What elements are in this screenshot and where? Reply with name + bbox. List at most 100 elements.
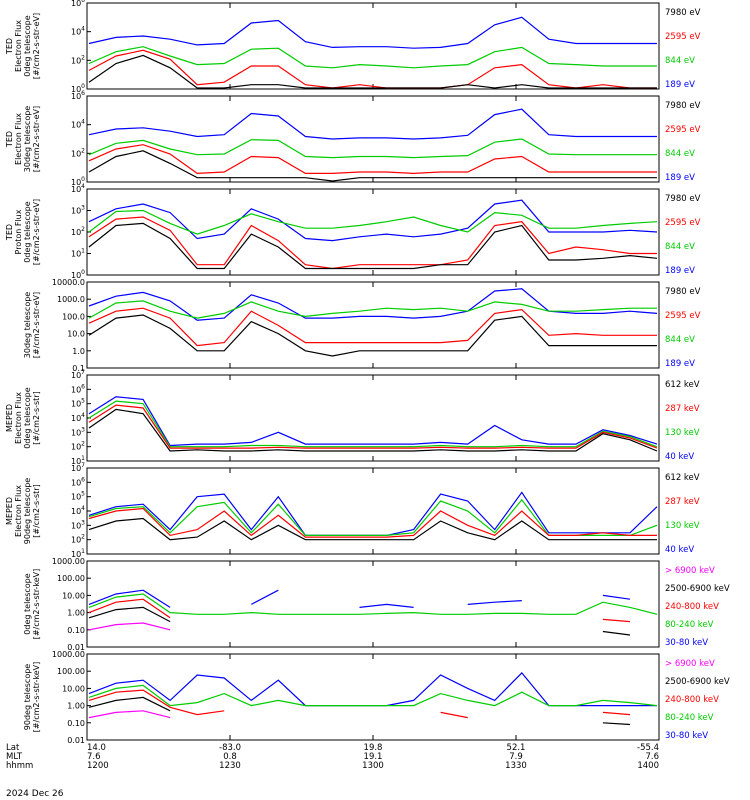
legend-entry: 844 eV bbox=[665, 335, 695, 345]
y-tick-label: 101 bbox=[71, 248, 85, 259]
series-line-2500-6900-kev bbox=[88, 696, 631, 726]
footer-value: 7.6 bbox=[87, 752, 101, 762]
y-tick-label: 104 bbox=[71, 183, 85, 194]
y-axis-label: TED bbox=[5, 131, 14, 148]
y-tick-label: 104 bbox=[71, 119, 85, 130]
time-axis-footer: 2024 Dec 26 Lat 14.0 -83.0 19.8 52.1 -55.4 MLT… bbox=[6, 743, 659, 799]
legend-entry: 844 eV bbox=[665, 56, 695, 66]
y-tick-label: 1.00 bbox=[67, 609, 85, 618]
series-line-40-kev bbox=[88, 396, 658, 447]
footer-value: 52.1 bbox=[507, 743, 526, 753]
footer-value: 1230 bbox=[219, 761, 241, 771]
panel-frame bbox=[86, 95, 660, 183]
series-line-130-kev bbox=[88, 400, 658, 448]
footer-value: 7.9 bbox=[509, 752, 523, 762]
y-axis-label: [#/cm2-s-str-eV] bbox=[32, 199, 41, 265]
y-axis-label: TED bbox=[5, 224, 14, 241]
legend-entry: 7980 eV bbox=[665, 101, 701, 111]
series-line-612-kev bbox=[88, 517, 657, 541]
y-tick-label: 0.01 bbox=[67, 643, 85, 652]
legend-entry: 80-240 keV bbox=[665, 713, 714, 723]
series-line-30-80-kev bbox=[88, 672, 657, 707]
footer-value: 1200 bbox=[87, 761, 109, 771]
y-axis-label: 90deg telescope bbox=[23, 478, 32, 545]
panel-3: 100 101 102 103 104 TED Proton Flux 0deg telesc… bbox=[5, 183, 701, 280]
y-tick-label: 100 bbox=[71, 269, 85, 280]
y-tick-label: 100 bbox=[71, 83, 85, 94]
footer-value: 1300 bbox=[362, 761, 384, 771]
y-tick-label: 106 bbox=[71, 0, 85, 8]
y-axis-label: [#/cm2-s-str] bbox=[32, 391, 41, 444]
legend-entry: 2500-6900 keV bbox=[665, 677, 730, 687]
y-tick-label: 107 bbox=[71, 462, 85, 473]
y-tick-label: 100.0 bbox=[62, 312, 85, 321]
y-tick-label: 1000.00 bbox=[52, 557, 85, 566]
y-axis-label: 0deg telescope bbox=[23, 201, 32, 262]
series-line-2595-ev bbox=[88, 144, 657, 175]
footer-row-label: MLT bbox=[6, 752, 23, 762]
y-tick-label: 102 bbox=[71, 534, 85, 545]
y-tick-label: 106 bbox=[71, 476, 85, 487]
footer-row-label: hhmm bbox=[6, 761, 33, 771]
y-tick-label: 103 bbox=[71, 205, 85, 216]
footer-row-label: Lat bbox=[6, 743, 20, 753]
y-tick-label: 106 bbox=[71, 90, 85, 101]
y-tick-label: 104 bbox=[71, 412, 85, 423]
footer-value: -83.0 bbox=[219, 743, 241, 753]
legend-entry: 2595 eV bbox=[665, 218, 701, 228]
legend-entry: 2595 eV bbox=[665, 32, 701, 42]
series-line-7980-ev bbox=[88, 222, 658, 270]
y-tick-label: 100.00 bbox=[57, 574, 85, 583]
y-axis-label: 0deg telescope bbox=[23, 573, 32, 634]
legend-entry: 287 keV bbox=[665, 404, 700, 414]
legend-entry: 612 keV bbox=[665, 473, 700, 483]
y-tick-label: 102 bbox=[71, 147, 85, 158]
y-tick-label: 102 bbox=[71, 441, 85, 452]
y-axis-label: [#/cm2-s-str-keV] bbox=[32, 569, 41, 640]
panel-4: 0.1 1.0 10.0 100.0 1000.0 10000.0 30deg telesc… bbox=[23, 278, 701, 373]
legend-entry: 189 eV bbox=[665, 359, 695, 369]
y-tick-label: 0.01 bbox=[67, 736, 85, 745]
legend-entry: 189 eV bbox=[665, 80, 695, 90]
y-tick-label: 105 bbox=[71, 398, 85, 409]
y-tick-label: 105 bbox=[71, 491, 85, 502]
footer-value: 14.0 bbox=[87, 743, 106, 753]
legend-entry: 287 keV bbox=[665, 497, 700, 507]
legend-entry: 2595 eV bbox=[665, 125, 701, 135]
panel-5: 101 102 103 104 105 106 107 MEPED Electron Flux 0… bbox=[5, 369, 700, 466]
series-line-2595-ev bbox=[88, 216, 657, 270]
series-line-80-240-kev bbox=[88, 593, 658, 615]
legend-entry: 40 keV bbox=[665, 545, 694, 555]
series-line--6900-kev bbox=[88, 710, 171, 719]
y-tick-label: 1000.0 bbox=[57, 295, 85, 304]
y-axis-label: Proton Flux bbox=[14, 209, 23, 254]
footer-value: 7.6 bbox=[645, 752, 659, 762]
footer-value: -55.4 bbox=[637, 743, 659, 753]
y-axis-label: TED bbox=[5, 38, 14, 55]
legend-entry: 7980 eV bbox=[665, 8, 701, 18]
y-tick-label: 102 bbox=[71, 226, 85, 237]
series-line-844-ev bbox=[88, 209, 658, 235]
legend-entry: 130 keV bbox=[665, 521, 700, 531]
y-axis-label: 30deg telescope bbox=[23, 292, 32, 359]
panel-frame bbox=[86, 2, 660, 90]
legend-entry: 2595 eV bbox=[665, 311, 701, 321]
series-line-7980-ev bbox=[88, 314, 657, 357]
series-line-189-ev bbox=[88, 199, 658, 242]
series-line-130-kev bbox=[88, 498, 658, 536]
legend-entry: 240-800 keV bbox=[665, 695, 719, 705]
y-tick-label: 10.00 bbox=[62, 591, 85, 600]
legend-entry: 7980 eV bbox=[665, 194, 701, 204]
series-line-189-ev bbox=[88, 16, 657, 49]
y-tick-label: 101 bbox=[71, 455, 85, 466]
y-axis-label: 0deg telescope bbox=[23, 387, 32, 448]
series-line-7980-ev bbox=[88, 54, 657, 89]
legend-entry: 30-80 keV bbox=[665, 731, 708, 741]
y-axis-label: MEPED bbox=[5, 497, 14, 525]
y-tick-label: 104 bbox=[71, 26, 85, 37]
panel-7: 0.01 0.10 1.00 10.00 100.00 1000.00 0deg teles… bbox=[23, 557, 730, 652]
series-line-30-80-kev bbox=[88, 589, 631, 608]
series-line-240-800-kev bbox=[88, 598, 631, 623]
